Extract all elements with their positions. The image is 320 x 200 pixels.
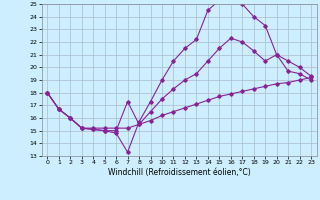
X-axis label: Windchill (Refroidissement éolien,°C): Windchill (Refroidissement éolien,°C): [108, 168, 251, 177]
